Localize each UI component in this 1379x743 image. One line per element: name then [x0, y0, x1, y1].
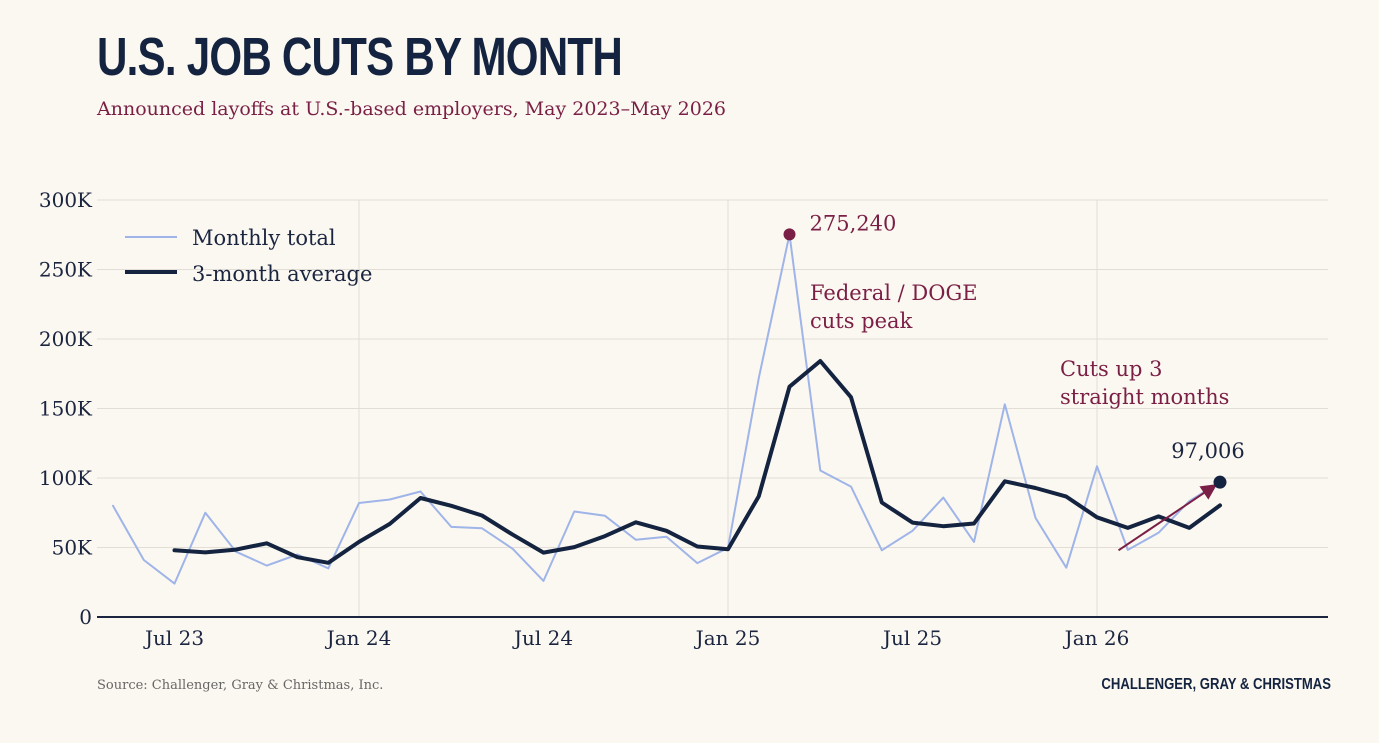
- annotation-cuts-up-line1: Cuts up 3: [1060, 357, 1163, 381]
- annotation-arrow: [1117, 484, 1218, 552]
- annotation-federal-doge-line1: Federal / DOGE: [810, 281, 978, 305]
- y-tick-label: 50K: [52, 536, 93, 560]
- y-tick-label: 300K: [39, 188, 93, 212]
- y-tick-label: 200K: [39, 327, 93, 351]
- peak-marker: [783, 228, 796, 241]
- y-tick-label: 0: [79, 605, 92, 629]
- source-note: Source: Challenger, Gray & Christmas, In…: [97, 678, 384, 693]
- y-tick-label: 100K: [39, 466, 93, 490]
- x-tick-label: Jan 24: [325, 626, 392, 650]
- y-tick-label: 150K: [39, 397, 93, 421]
- series-line-3-month-average: [172, 359, 1222, 565]
- legend-label-monthly-total: Monthly total: [192, 226, 336, 250]
- x-tick-label: Jul 24: [512, 626, 573, 650]
- chart-title: U.S. JOB CUTS BY MONTH: [97, 27, 623, 87]
- brand-logo-text: CHALLENGER, GRAY & CHRISTMAS: [1101, 676, 1331, 693]
- x-tick-label: Jul 25: [881, 626, 942, 650]
- x-tick-label: Jan 25: [694, 626, 761, 650]
- annotation-cuts-up-line2: straight months: [1060, 385, 1229, 409]
- x-tick-label: Jul 23: [143, 626, 204, 650]
- legend: Monthly total 3-month average: [125, 226, 372, 286]
- last-value-label: 97,006: [1171, 439, 1244, 463]
- last-value-marker: [1213, 475, 1227, 489]
- chart-subtitle: Announced layoffs at U.S.-based employer…: [97, 98, 727, 120]
- annotation-federal-doge-line2: cuts peak: [810, 309, 913, 333]
- peak-value-label: 275,240: [810, 211, 897, 235]
- legend-label-3-month-average: 3-month average: [192, 262, 372, 286]
- series-line-monthly-total: [112, 233, 1221, 585]
- y-tick-label: 250K: [39, 258, 93, 282]
- x-tick-label: Jan 26: [1063, 626, 1130, 650]
